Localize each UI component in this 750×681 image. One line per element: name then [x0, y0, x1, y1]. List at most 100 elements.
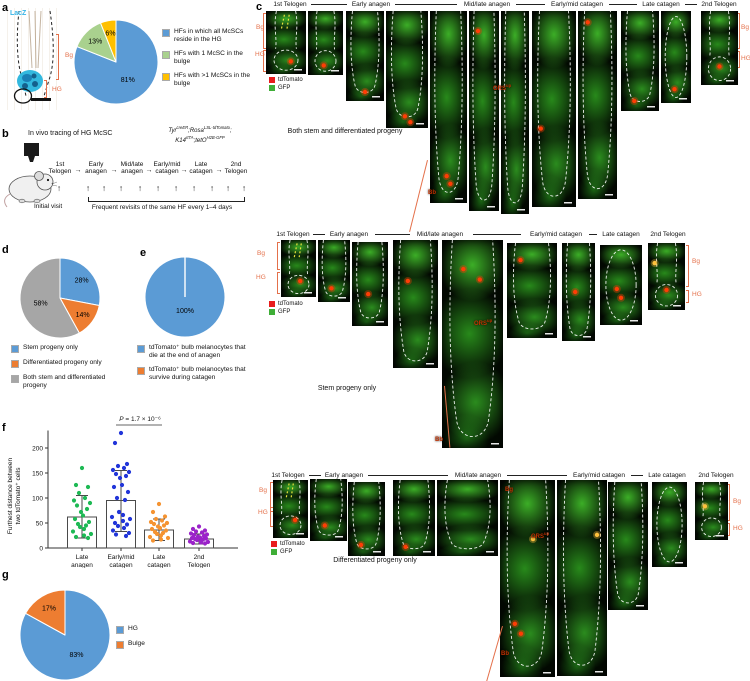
header-rule	[375, 234, 410, 235]
follicle-image	[578, 10, 617, 199]
germ-label: HG	[733, 525, 743, 532]
legend-swatch	[116, 626, 124, 634]
header-rule	[368, 475, 448, 476]
germ-label: HG	[741, 55, 750, 62]
lacz-micrograph: LacZ	[7, 8, 62, 110]
timeline-stage: 1st Telogen	[48, 161, 72, 176]
pie-a-legend: HFs in which all McSCs reside in the HG …	[162, 28, 252, 87]
bulge-label: Bg	[741, 24, 749, 31]
follicle-image	[557, 479, 607, 676]
germ-bracket	[277, 272, 280, 294]
ors-label: ORSup	[531, 531, 550, 540]
up-arrow-icon: ↑	[191, 183, 197, 193]
bulge-bracket	[727, 484, 730, 521]
svg-text:58%: 58%	[34, 300, 48, 307]
up-arrow-icon: ↑	[225, 183, 231, 193]
svg-text:catagen: catagen	[147, 562, 171, 568]
bulge-label: Bg	[259, 487, 267, 494]
lacz-label: LacZ	[10, 10, 27, 17]
svg-text:two tdTomato⁺ cells: two tdTomato⁺ cells	[15, 467, 22, 525]
header-rule	[473, 234, 521, 235]
scale-bar	[31, 98, 51, 101]
follicle-image	[469, 10, 499, 211]
follicle-image	[281, 239, 316, 297]
up-arrow-icon: ↑	[56, 183, 62, 193]
legend-item: Differentiated progeny only	[11, 359, 123, 368]
follicle-image	[442, 239, 503, 448]
follicle-image	[266, 10, 306, 74]
svg-text:100%: 100%	[176, 308, 194, 315]
bulge-bracket	[263, 13, 266, 49]
panel-f-label: f	[2, 422, 6, 434]
svg-text:Telogen: Telogen	[188, 562, 211, 568]
group-caption: Stem progeny only	[317, 385, 377, 392]
up-arrow-icon: ↑	[241, 183, 247, 193]
follicle-image	[437, 479, 498, 556]
follicle-image	[501, 10, 529, 214]
germ-label: HG	[258, 509, 268, 516]
timeline-stage: Late catagen	[189, 161, 213, 176]
stage-header: Early anagen	[329, 231, 369, 238]
legend-item: tdTomato⁺ bulb melanocytes that die at t…	[137, 344, 252, 360]
follicle-image	[308, 10, 343, 75]
up-arrow-icon: ↑	[209, 183, 215, 193]
bulge-label: Bg	[257, 250, 265, 257]
follicle-image	[318, 239, 350, 302]
svg-text:6%: 6%	[105, 31, 115, 38]
pie-chart-progeny-type: 28% 14% 58%	[19, 257, 101, 339]
panel-b-label: b	[2, 128, 9, 140]
follicle-image	[430, 10, 467, 203]
panel-d-label: d	[2, 244, 9, 256]
svg-text:Late: Late	[76, 554, 89, 561]
panel-e-label: e	[140, 247, 147, 259]
legend-item: Stem progeny only	[11, 344, 123, 353]
bulb-label: Bb	[428, 190, 436, 196]
legend-item: GFP	[269, 309, 303, 315]
follicle-image	[562, 242, 595, 341]
mouse-with-objective-drawing	[4, 143, 58, 208]
marker-legend: tdTomato GFP	[269, 77, 303, 91]
svg-text:P = 1.7 × 10⁻⁶: P = 1.7 × 10⁻⁶	[119, 416, 161, 423]
legend-item: Both stem and differentiated progeny	[11, 374, 123, 390]
panel-c: c 1st Telogen Early anagen Mid/late anag…	[255, 0, 750, 681]
legend-swatch	[116, 641, 124, 649]
panel-a: a LacZ Bg HG 81% 13% 6% HFs in wh	[0, 0, 255, 115]
bulge-bracket	[686, 245, 689, 287]
up-arrow-icon: ↑	[85, 183, 91, 193]
right-arrow-icon: →	[180, 167, 188, 174]
svg-text:anagen: anagen	[71, 562, 93, 568]
svg-text:14%: 14%	[76, 312, 90, 319]
legend-item: tdTomato	[271, 541, 305, 547]
bulb-label: Bb	[435, 437, 443, 443]
pie-chart-mcsc-location: 81% 13%6%	[73, 19, 159, 105]
stage-header: 2nd Telogen	[650, 231, 686, 238]
svg-text:200: 200	[32, 445, 43, 452]
stage-header: Mid/late anagen	[416, 231, 464, 238]
stage-header: 2nd Telogen	[698, 472, 734, 479]
header-rule	[631, 475, 643, 476]
svg-text:2nd: 2nd	[194, 554, 205, 561]
revisit-caption: Frequent revisits of the same HF every 1…	[91, 204, 233, 211]
follicle-image	[532, 10, 576, 207]
legend-swatch	[137, 366, 145, 375]
bulge-label: Bg	[65, 52, 73, 59]
ors-label: ORSup	[493, 83, 512, 92]
pie-e-legend: tdTomato⁺ bulb melanocytes that die at t…	[137, 344, 252, 382]
stage-header: 1st Telogen	[276, 231, 310, 238]
legend-item: HFs with >1 McSCs in the bulge	[162, 72, 252, 88]
svg-text:Furthest distance between: Furthest distance between	[7, 458, 14, 535]
stage-header: Early/mid catagen	[572, 472, 626, 479]
legend-item: GFP	[271, 549, 305, 555]
follicle-image	[652, 482, 687, 567]
stage-header: Mid/late anagen	[454, 472, 502, 479]
genotype-line1: TyrcreER;RosaLSL-tdTomato;	[168, 125, 232, 134]
ors-label: ORSup	[474, 318, 493, 327]
group-caption: Differentiated progeny only	[333, 557, 417, 564]
up-arrow-icon: ↑	[173, 183, 179, 193]
svg-text:83%: 83%	[69, 652, 83, 659]
stage-header: Mid/late anagen	[463, 1, 511, 8]
timeline-stage: 2nd Telogen	[224, 161, 248, 176]
stage-header: 1st Telogen	[271, 472, 305, 479]
legend-item: tdTomato	[269, 301, 303, 307]
right-arrow-icon: →	[110, 167, 118, 174]
